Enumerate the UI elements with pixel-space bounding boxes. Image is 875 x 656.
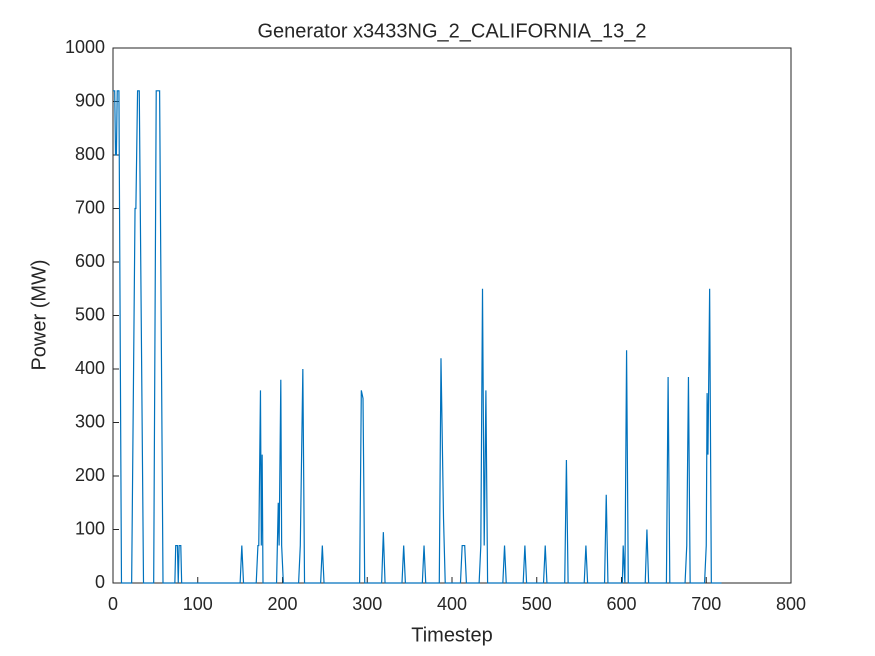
data-line [113, 90, 722, 584]
y-axis-label: Power (MW) [28, 259, 50, 370]
x-tick-label: 800 [776, 594, 806, 614]
y-tick-label: 1000 [65, 37, 105, 57]
y-tick-label: 300 [75, 411, 105, 431]
x-tick-label: 700 [691, 594, 721, 614]
y-tick-label: 900 [75, 90, 105, 110]
y-tick-label: 400 [75, 358, 105, 378]
y-tick-label: 100 [75, 518, 105, 538]
y-tick-label: 0 [95, 572, 105, 592]
y-tick-label: 600 [75, 251, 105, 271]
x-tick-label: 200 [267, 594, 297, 614]
x-tick-label: 500 [522, 594, 552, 614]
chart-title: Generator x3433NG_2_CALIFORNIA_13_2 [257, 20, 646, 42]
x-tick-label: 100 [183, 594, 213, 614]
y-tick-label: 200 [75, 465, 105, 485]
x-tick-label: 600 [606, 594, 636, 614]
x-tick-label: 300 [352, 594, 382, 614]
y-tick-label: 700 [75, 197, 105, 217]
x-tick-label: 0 [108, 594, 118, 614]
y-tick-label: 500 [75, 304, 105, 324]
x-axis-label: Timestep [411, 624, 493, 646]
y-tick-label: 800 [75, 144, 105, 164]
x-tick-label: 400 [437, 594, 467, 614]
